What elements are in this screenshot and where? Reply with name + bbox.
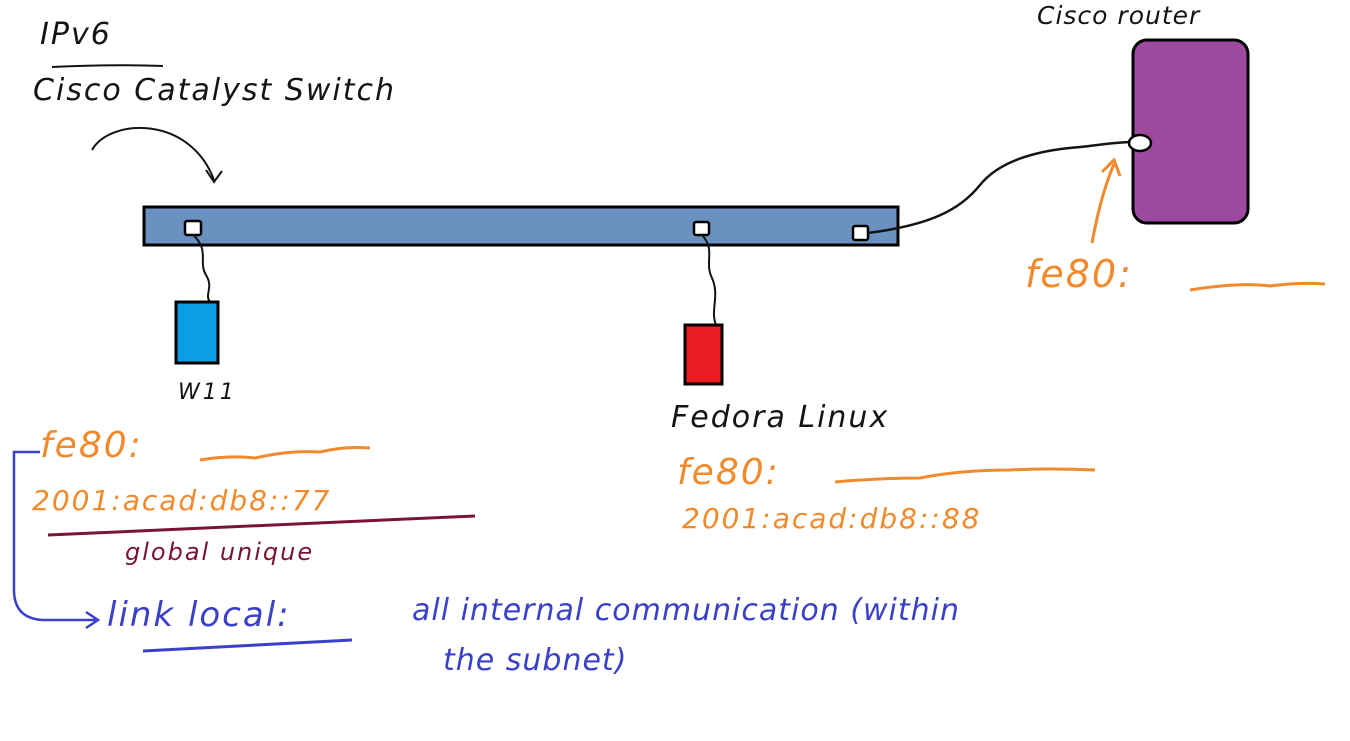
global-address-underline (47, 514, 476, 537)
port-icon-fedora (692, 220, 711, 237)
fedora-link-local: fe80: (677, 452, 780, 493)
link-local-bracket (12, 450, 96, 622)
link-local-underline (142, 638, 353, 653)
switch-pointer-arrow-icon (91, 126, 215, 181)
cable-icon-router (867, 140, 1136, 235)
cable-icon-fedora (701, 234, 717, 326)
w11-link-local: fe80: (40, 425, 143, 466)
link-local-label: link local: (107, 595, 291, 635)
switch-body (142, 205, 900, 247)
switch-label: Cisco Catalyst Switch (33, 73, 396, 108)
link-local-description-2: the subnet) (443, 643, 628, 678)
w11-global-note: global unique (125, 538, 315, 566)
port-icon-router (851, 224, 870, 242)
w11-link-local-squiggle (199, 446, 371, 462)
w11-global-address: 2001:acad:db8::77 (32, 484, 332, 517)
port-icon-w11 (183, 219, 203, 237)
router-address-arrowhead-icon (1100, 157, 1122, 177)
cable-icon-w11 (192, 234, 211, 303)
w11-host (174, 300, 220, 365)
router-body (1131, 38, 1250, 225)
router-address: fe80: (1025, 252, 1133, 296)
heading-underline (51, 64, 164, 68)
link-local-description: all internal communication (within (412, 593, 960, 628)
fedora-host (683, 323, 724, 386)
fedora-link-local-squiggle (834, 467, 1096, 484)
router-address-squiggle (1189, 281, 1326, 292)
router-port-icon (1127, 133, 1153, 153)
router-label: Cisco router (1037, 1, 1201, 30)
w11-label: W11 (178, 380, 237, 405)
fedora-label: Fedora Linux (671, 400, 890, 435)
router-address-arrow-icon (1090, 163, 1116, 244)
fedora-global-address: 2001:acad:db8::88 (682, 502, 982, 535)
link-local-bracket-arrowhead-icon (85, 610, 101, 630)
heading: IPv6 (40, 17, 112, 52)
switch-pointer-arrowhead-icon (205, 169, 223, 184)
